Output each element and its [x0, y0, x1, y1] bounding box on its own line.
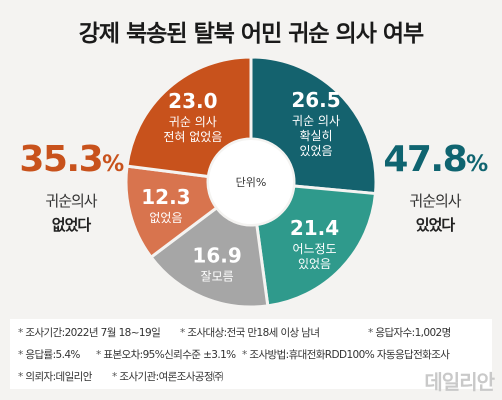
slice-category-label: 확실히 [299, 129, 332, 143]
donut-slice [249, 55, 378, 196]
note-method: * 조사방법:휴대전화RDD100% 자동응답전화조사 [242, 349, 450, 361]
chart-title: 강제 북송된 탈북 어민 귀순 의사 여부 [78, 21, 424, 47]
left-summary-label: 귀순의사 [45, 192, 97, 210]
donut-chart: 26.5귀순 의사확실히있었음21.4어느정도있었음16.9잘모름12.3없었음… [124, 55, 378, 309]
slice-value-label: 21.4 [290, 216, 339, 240]
note-target: * 조사대상:전국 만18세 이상 남녀 [180, 327, 320, 339]
note-agency: * 조사기관:여론조사공정㈜ [112, 371, 223, 383]
note-period: * 조사기간:2022년 7월 18~19일 [18, 327, 161, 339]
note-respondents: * 응답자수:1,002명 [368, 327, 451, 339]
right-summary-percent: 47.8% [383, 139, 488, 180]
slice-category-label: 있었음 [299, 144, 332, 158]
donut-slice [125, 55, 253, 179]
right-summary-label: 귀순의사 [409, 192, 461, 210]
note-margin: * 표본오차:95%신뢰수준 ±3.1% [96, 349, 236, 361]
note-client: * 의뢰자:데일리안 [18, 371, 92, 383]
slice-value-label: 16.9 [192, 244, 241, 268]
unit-label: 단위% [236, 176, 267, 189]
slice-category-label: 귀순 의사 [292, 114, 340, 128]
slice-category-label: 어느정도 [292, 242, 336, 256]
slice-category-label: 없었음 [149, 211, 182, 225]
note-response-rate: * 응답률:5.4% [18, 349, 80, 361]
brand-watermark: 데일리안 [424, 370, 495, 394]
survey-notes: * 조사기간:2022년 7월 18~19일 * 조사대상:전국 만18세 이상… [10, 319, 492, 389]
slice-value-label: 12.3 [141, 185, 190, 209]
left-summary-sublabel: 없었다 [51, 216, 91, 234]
slice-value-label: 23.0 [168, 89, 217, 113]
donut-slice [149, 205, 270, 309]
donut-slice [255, 184, 378, 308]
slice-category-label: 전혀 없었음 [163, 130, 222, 144]
right-summary-sublabel: 있었다 [415, 216, 455, 234]
slice-value-label: 26.5 [291, 88, 340, 112]
right-summary: 47.8% 귀순의사 있었다 [376, 142, 494, 235]
slice-category-label: 있었음 [298, 257, 331, 271]
slice-category-label: 귀순 의사 [169, 115, 217, 129]
left-summary: 35.3% 귀순의사 없었다 [12, 142, 130, 235]
donut-center [209, 140, 293, 224]
left-summary-percent: 35.3% [19, 139, 124, 180]
slice-category-label: 잘모름 [201, 270, 234, 284]
